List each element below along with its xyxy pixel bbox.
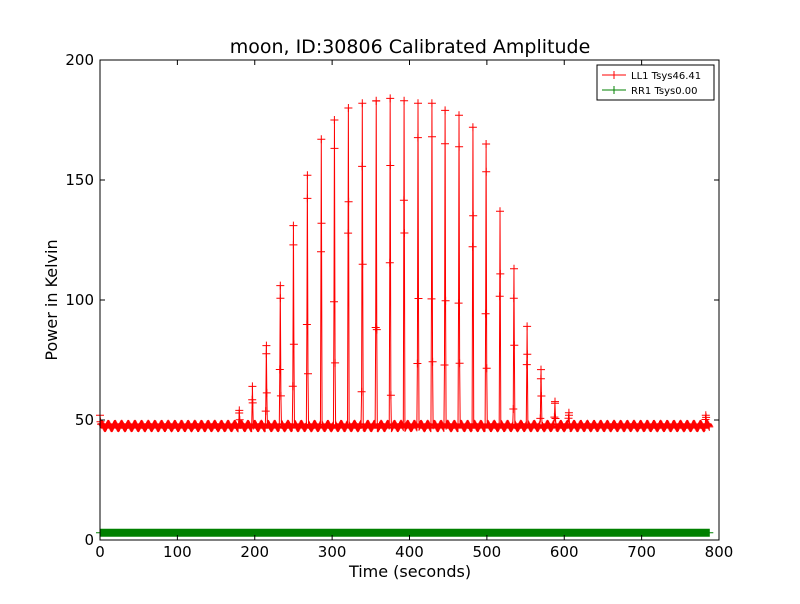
series-ll1-peak — [265, 345, 267, 347]
legend-box — [596, 64, 715, 101]
series-ll1-peak — [526, 325, 528, 327]
series-ll1-peak — [403, 100, 405, 102]
legend: LL1 Tsys46.41 RR1 Tsys0.00 — [596, 64, 715, 101]
series-rr1 — [96, 528, 714, 537]
legend-label: LL1 Tsys46.41 — [631, 71, 701, 82]
series-ll1-peak — [431, 102, 433, 104]
x-tick-label: 800 — [705, 543, 734, 561]
x-tick-label: 0 — [95, 543, 105, 561]
series-ll1-peak — [306, 174, 308, 176]
series-ll1-peak — [485, 143, 487, 145]
x-tick-label: 200 — [240, 543, 269, 561]
x-tick-label: 300 — [318, 543, 347, 561]
series-ll1-peak — [279, 285, 281, 287]
y-tick-label: 0 — [84, 531, 94, 549]
y-tick-label: 150 — [65, 171, 94, 189]
series-ll1-peak — [554, 402, 556, 404]
series-ll1-peak — [333, 119, 335, 121]
x-tick-label: 500 — [473, 543, 502, 561]
series-ll1-peak — [238, 409, 240, 411]
x-tick-label: 700 — [627, 543, 656, 561]
series-ll1-peak — [540, 369, 542, 371]
x-tick-label: 600 — [550, 543, 579, 561]
series-ll1-peak — [361, 102, 363, 104]
series-rr1-markers — [96, 528, 714, 537]
x-tick-label: 100 — [163, 543, 192, 561]
legend-label: RR1 Tsys0.00 — [631, 86, 698, 97]
plot-area — [100, 60, 719, 540]
y-tick-label: 50 — [75, 411, 94, 429]
legend-marker — [610, 86, 618, 94]
x-tick-label: 400 — [395, 543, 424, 561]
series-ll1-peak — [458, 114, 460, 116]
series-ll1-peak — [417, 102, 419, 104]
chart-title: moon, ID:30806 Calibrated Amplitude — [230, 36, 591, 58]
series-ll1-peak — [375, 100, 377, 102]
series-ll1-peak — [444, 109, 446, 111]
axis-ticks: 0 100 200 300 400 500 600 700 800 0 50 100 150 200 — [65, 51, 733, 561]
series-ll1-peak — [705, 414, 707, 416]
series-ll1-peak — [292, 225, 294, 227]
series-ll1-peak — [320, 138, 322, 140]
series-ll1-peak — [347, 107, 349, 109]
series-ll1-peak — [513, 268, 515, 270]
series-ll1-peak — [389, 97, 391, 99]
series-ll1-peak — [251, 385, 253, 387]
legend-marker — [610, 71, 618, 79]
x-axis-label: Time (seconds) — [348, 562, 471, 581]
series-ll1-peak — [472, 126, 474, 128]
y-axis-label: Power in Kelvin — [42, 239, 61, 360]
y-tick-label: 100 — [65, 291, 94, 309]
series-ll1-peak — [499, 210, 501, 212]
series-ll1-peak — [568, 412, 570, 414]
y-tick-label: 200 — [65, 51, 94, 69]
